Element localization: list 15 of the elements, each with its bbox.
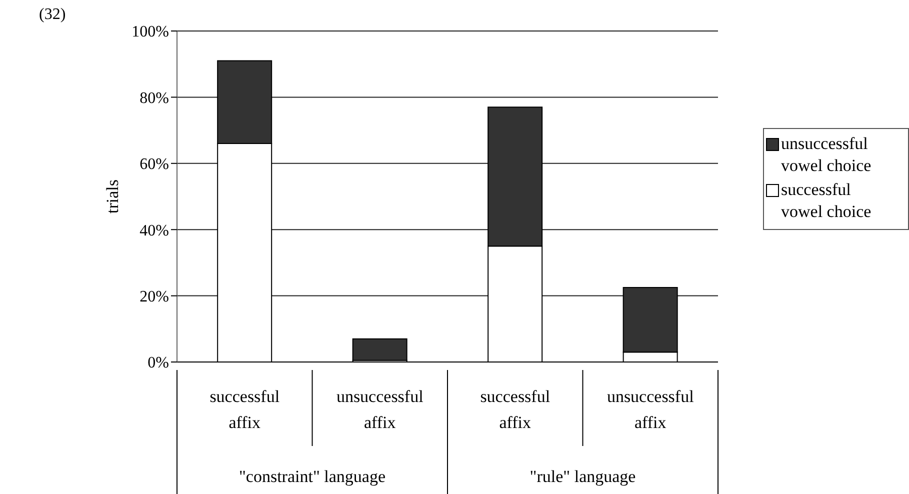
y-tick-label: 0%: [148, 354, 169, 372]
x-tick-label: successful affix: [210, 387, 280, 432]
y-tick-label: 40%: [140, 222, 169, 240]
x-tick-label: successful affix: [480, 387, 550, 432]
y-tick-label: 60%: [140, 156, 169, 174]
text: "rule" language: [530, 467, 636, 486]
text: "constraint" language: [238, 467, 386, 486]
text: (32): [39, 6, 66, 24]
x-tick-label: unsuccessful affix: [336, 387, 424, 432]
y-tick-label: 100%: [132, 24, 169, 41]
y-axis-title: trials: [103, 180, 122, 214]
legend-label: successful vowel choice: [781, 179, 872, 223]
y-tick-label: 80%: [140, 90, 169, 107]
y-tick-label: 20%: [140, 288, 169, 306]
x-tick-label: unsuccessful affix: [606, 387, 694, 432]
